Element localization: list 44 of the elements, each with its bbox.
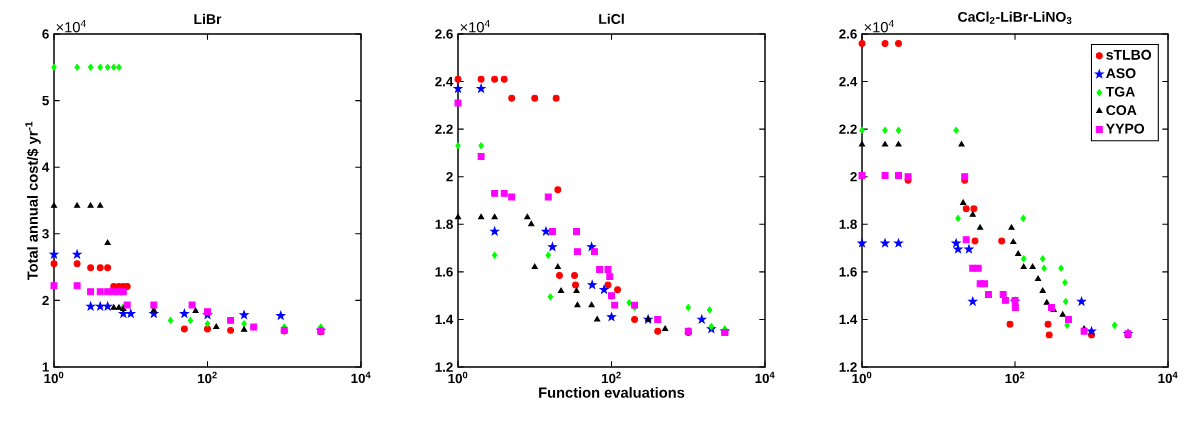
y-tick-label: 2.2 — [435, 124, 453, 134]
y-tick-label: 2 — [850, 172, 857, 182]
x-tick-label: 10$^{4}$ — [755, 371, 775, 384]
chart-title: CaCl$_{2}$-LiBr-LiNO$_{3}$ — [958, 11, 1072, 24]
chart-title: LiCl — [599, 13, 624, 24]
x-tick-label: 10$^{2}$ — [197, 371, 217, 384]
y-tick-label: 1.8 — [435, 219, 453, 229]
y-tick-label: 1.6 — [435, 267, 453, 277]
y-tick-label: 5 — [42, 95, 49, 106]
x-tick-label: 10$^{4}$ — [351, 371, 371, 384]
y-tick-label: 2.6 — [435, 29, 453, 39]
legend-label: COA — [1106, 105, 1137, 116]
y-tick-label: 2.4 — [839, 76, 858, 87]
x-tick-label: 10$^{0}$ — [852, 371, 872, 384]
x-tick-label: 10$^{2}$ — [1005, 371, 1025, 384]
y-axis-title: Total annual cost/$ yr$^{-1}$ — [25, 121, 41, 281]
x-tick-label: 10$^{0}$ — [44, 371, 64, 384]
y-tick-label: 1.4 — [839, 314, 858, 325]
legend-label: YYPO — [1105, 123, 1145, 134]
y-tick-label: 2.4 — [435, 76, 454, 87]
legend-label: ASO — [1106, 68, 1136, 79]
x-axis-title: Function evaluations — [539, 387, 685, 398]
y-tick-label: 3 — [42, 229, 49, 239]
y-tick-label: 6 — [42, 29, 49, 39]
text: ×10$^{4}$ — [864, 19, 894, 33]
y-tick-label: 1.2 — [435, 362, 453, 372]
y-tick-label: 2.2 — [839, 124, 857, 134]
x-tick-label: 10$^{4}$ — [1158, 371, 1178, 384]
chart-title: LiBr — [194, 13, 222, 24]
legend-label: sTLBO — [1106, 49, 1152, 60]
legend-label: TGA — [1105, 86, 1135, 97]
y-tick-label: 2.6 — [839, 29, 857, 39]
y-tick-label: 1.8 — [839, 219, 857, 229]
x-tick-label: 10$^{0}$ — [448, 371, 468, 384]
y-tick-label: 2 — [42, 295, 49, 306]
y-tick-label: 1.6 — [839, 267, 857, 277]
y-tick-label: 2 — [446, 172, 453, 182]
y-tick-label: 4 — [42, 162, 50, 172]
y-tick-label: 1 — [42, 362, 49, 372]
x-tick-label: 10$^{2}$ — [601, 371, 621, 384]
y-tick-label: 1.4 — [435, 314, 454, 325]
y-tick-label: 1.2 — [839, 362, 857, 372]
text: ×10$^{4}$ — [56, 19, 86, 33]
text: ×10$^{4}$ — [460, 19, 490, 33]
